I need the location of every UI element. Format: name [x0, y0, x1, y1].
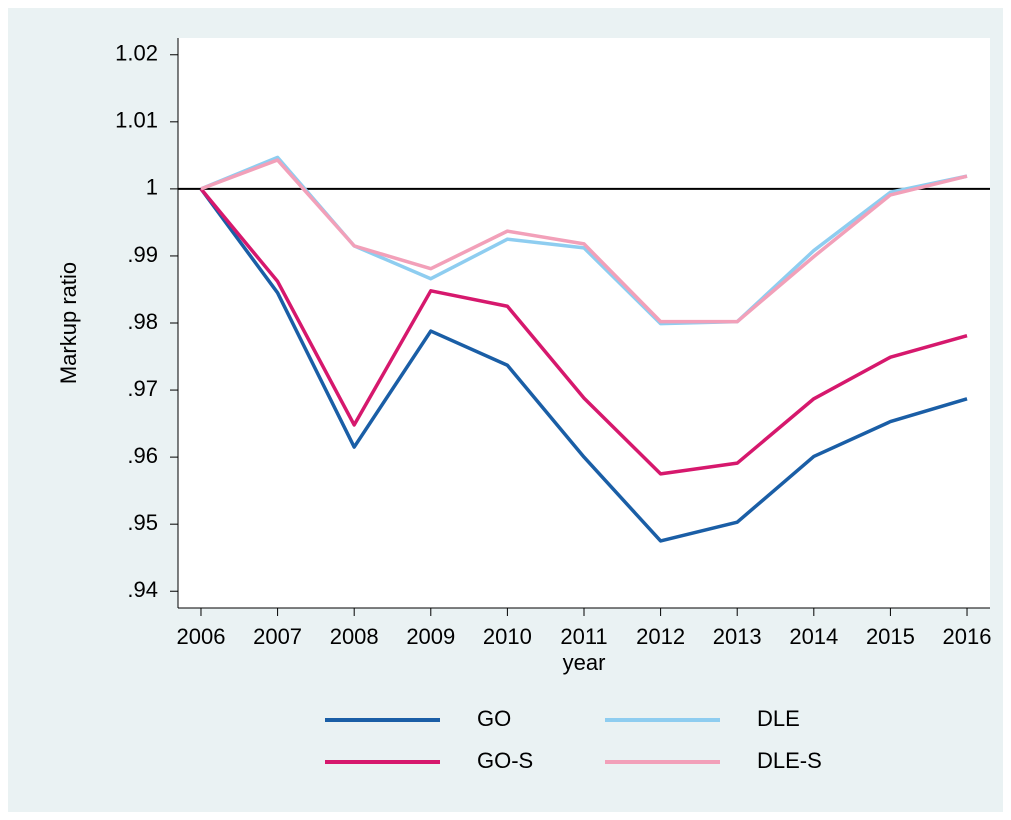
y-tick-label: .96 — [127, 443, 158, 468]
x-axis-label: year — [563, 650, 606, 675]
x-tick-label: 2013 — [713, 624, 762, 649]
x-tick-label: 2006 — [177, 624, 226, 649]
y-tick-label: 1 — [146, 175, 158, 200]
legend-label: DLE — [757, 706, 800, 731]
x-tick-label: 2011 — [560, 624, 607, 649]
y-tick-label: .97 — [127, 376, 158, 401]
x-tick-label: 2008 — [330, 624, 379, 649]
x-tick-label: 2010 — [483, 624, 532, 649]
legend-label: DLE-S — [757, 748, 822, 773]
series-line — [199, 187, 968, 543]
series-line — [199, 187, 968, 476]
x-tick-label: 2012 — [636, 624, 685, 649]
y-tick-label: .98 — [127, 309, 158, 334]
series-line — [200, 158, 968, 324]
x-tick-label: 2014 — [789, 624, 838, 649]
y-tick-label: 1.02 — [115, 41, 158, 66]
legend-label: GO — [477, 706, 511, 731]
y-axis-label: Markup ratio — [56, 262, 81, 384]
plot-area — [178, 38, 990, 608]
y-tick-label: .99 — [127, 242, 158, 267]
legend-label: GO-S — [477, 748, 533, 773]
y-tick-label: .95 — [127, 510, 158, 535]
y-tick-label: .94 — [127, 577, 158, 602]
x-tick-label: 2015 — [866, 624, 915, 649]
y-tick-label: 1.01 — [115, 108, 158, 133]
x-tick-label: 2016 — [943, 624, 992, 649]
x-tick-label: 2009 — [406, 624, 455, 649]
x-tick-label: 2007 — [253, 624, 302, 649]
